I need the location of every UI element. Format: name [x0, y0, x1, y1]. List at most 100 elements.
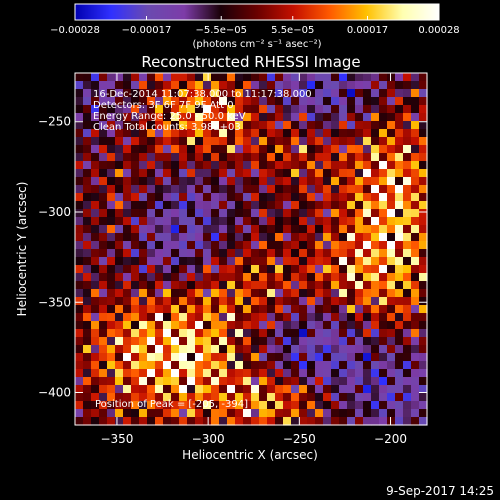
heatmap-cell [347, 193, 356, 202]
heatmap-cell [83, 185, 92, 194]
heatmap-cell [147, 161, 156, 170]
heatmap-cell [123, 305, 132, 314]
heatmap-cell [331, 297, 340, 306]
heatmap-cell [411, 345, 420, 354]
heatmap-cell [147, 201, 156, 210]
heatmap-cell [275, 313, 284, 322]
heatmap-cell [331, 265, 340, 274]
heatmap-cell [387, 81, 396, 90]
heatmap-cell [123, 281, 132, 290]
heatmap-cell [371, 121, 380, 130]
heatmap-cell [251, 345, 260, 354]
heatmap-cell [299, 249, 308, 258]
heatmap-cell [227, 273, 236, 282]
heatmap-cell [91, 377, 100, 386]
heatmap-cell [171, 89, 180, 98]
heatmap-cell [115, 225, 124, 234]
heatmap-cell [75, 201, 84, 210]
heatmap-cell [139, 81, 148, 90]
heatmap-cell [259, 417, 268, 426]
heatmap-cell [331, 305, 340, 314]
heatmap-cell [403, 193, 412, 202]
heatmap-cell [243, 337, 252, 346]
heatmap-cell [259, 257, 268, 266]
heatmap-cell [131, 209, 140, 218]
heatmap-cell [339, 361, 348, 370]
heatmap-cell [355, 289, 364, 298]
heatmap-cell [227, 329, 236, 338]
heatmap-cell [387, 73, 396, 82]
heatmap-cell [187, 281, 196, 290]
heatmap-cell [203, 137, 212, 146]
heatmap-cell [115, 401, 124, 410]
heatmap-cell [363, 153, 372, 162]
heatmap-cell [371, 153, 380, 162]
heatmap-cell [107, 369, 116, 378]
heatmap-cell [275, 121, 284, 130]
heatmap-cell [195, 289, 204, 298]
heatmap-cell [339, 353, 348, 362]
heatmap-cell [235, 369, 244, 378]
heatmap-cell [211, 313, 220, 322]
heatmap-cell [315, 145, 324, 154]
heatmap-cell [323, 161, 332, 170]
heatmap-cell [147, 233, 156, 242]
heatmap-cell [243, 209, 252, 218]
heatmap-cell [395, 265, 404, 274]
heatmap-cell [299, 209, 308, 218]
heatmap-cell [227, 377, 236, 386]
heatmap-cell [419, 377, 428, 386]
heatmap-cell [219, 201, 228, 210]
heatmap-cell [171, 97, 180, 106]
heatmap-cell [259, 137, 268, 146]
heatmap-cell [339, 321, 348, 330]
heatmap-cell [251, 241, 260, 250]
heatmap-cell [267, 369, 276, 378]
heatmap-cell [395, 121, 404, 130]
heatmap-cell [219, 225, 228, 234]
heatmap-cell [139, 193, 148, 202]
heatmap-cell [195, 337, 204, 346]
heatmap-cell [131, 329, 140, 338]
heatmap-cell [355, 369, 364, 378]
heatmap-cell [371, 97, 380, 106]
heatmap-cell [219, 121, 228, 130]
heatmap-cell [123, 401, 132, 410]
heatmap-cell [91, 73, 100, 82]
heatmap-cell [195, 257, 204, 266]
heatmap-cell [307, 113, 316, 122]
heatmap-cell [403, 385, 412, 394]
heatmap-cell [115, 353, 124, 362]
heatmap-cell [339, 161, 348, 170]
heatmap-cell [179, 129, 188, 138]
heatmap-cell [147, 361, 156, 370]
heatmap-cell [243, 321, 252, 330]
heatmap-cell [411, 137, 420, 146]
heatmap-cell [163, 145, 172, 154]
heatmap-cell [91, 257, 100, 266]
heatmap-cell [275, 417, 284, 426]
heatmap-cell [355, 161, 364, 170]
heatmap-cell [347, 145, 356, 154]
heatmap-cell [363, 185, 372, 194]
heatmap-cell [147, 241, 156, 250]
heatmap-cell [259, 313, 268, 322]
heatmap-cell [371, 73, 380, 82]
heatmap-cell [139, 393, 148, 402]
heatmap-cell [123, 217, 132, 226]
heatmap-cell [339, 289, 348, 298]
heatmap-cell [411, 145, 420, 154]
heatmap-cell [195, 193, 204, 202]
heatmap-cell [363, 89, 372, 98]
heatmap-cell [275, 273, 284, 282]
heatmap-cell [75, 305, 84, 314]
heatmap-cell [227, 129, 236, 138]
heatmap-cell [163, 289, 172, 298]
x-tick-label: −300 [192, 432, 225, 446]
heatmap-cell [251, 305, 260, 314]
heatmap-cell [115, 249, 124, 258]
heatmap-cell [83, 217, 92, 226]
heatmap-cell [419, 321, 428, 330]
heatmap-cell [163, 81, 172, 90]
heatmap-cell [155, 185, 164, 194]
